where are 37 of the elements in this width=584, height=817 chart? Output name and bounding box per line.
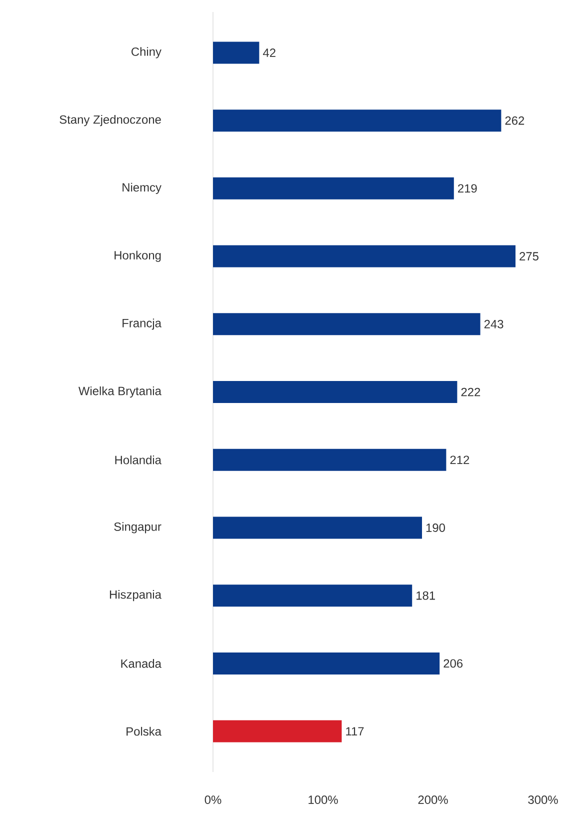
y-tick-label: Stany Zjednoczone <box>60 115 161 126</box>
bar <box>213 584 412 607</box>
x-tick-label: 300% <box>528 796 558 804</box>
bar <box>213 42 260 64</box>
y-tick-label: Singapur <box>114 522 162 534</box>
y-tick-label: Honkong <box>114 250 161 262</box>
x-tick-label: 200% <box>418 796 448 804</box>
y-tick-label: Francja <box>122 318 162 330</box>
data-label: 206 <box>444 659 463 668</box>
x-tick-label: 0% <box>204 796 222 804</box>
y-tick-label: Chiny <box>132 47 162 58</box>
bar <box>213 177 454 200</box>
y-tick-label: Polska <box>126 726 162 736</box>
bar <box>213 448 446 471</box>
bar <box>213 652 440 674</box>
data-label: 222 <box>461 388 480 396</box>
data-label: 117 <box>346 727 364 736</box>
y-tick-label: Kanada <box>121 659 162 668</box>
x-tick-label: 100% <box>308 796 338 804</box>
data-label: 275 <box>520 252 538 261</box>
y-tick-label: Hiszpania <box>110 590 162 602</box>
data-label: 212 <box>450 456 470 464</box>
bar <box>213 720 342 742</box>
bar <box>213 313 480 336</box>
bar <box>213 516 422 539</box>
y-tick-label: Holandia <box>115 455 162 464</box>
bar <box>213 381 458 404</box>
data-label: 190 <box>426 523 446 532</box>
y-tick-label: Wielka Brytania <box>78 386 162 398</box>
data-label: 262 <box>505 116 524 125</box>
bar <box>213 245 516 268</box>
data-label: 243 <box>484 320 504 328</box>
data-label: 42 <box>263 48 276 57</box>
bar <box>213 110 502 132</box>
data-label: 181 <box>416 591 435 600</box>
data-label: 219 <box>458 184 477 193</box>
y-tick-label: Niemcy <box>122 182 162 194</box>
